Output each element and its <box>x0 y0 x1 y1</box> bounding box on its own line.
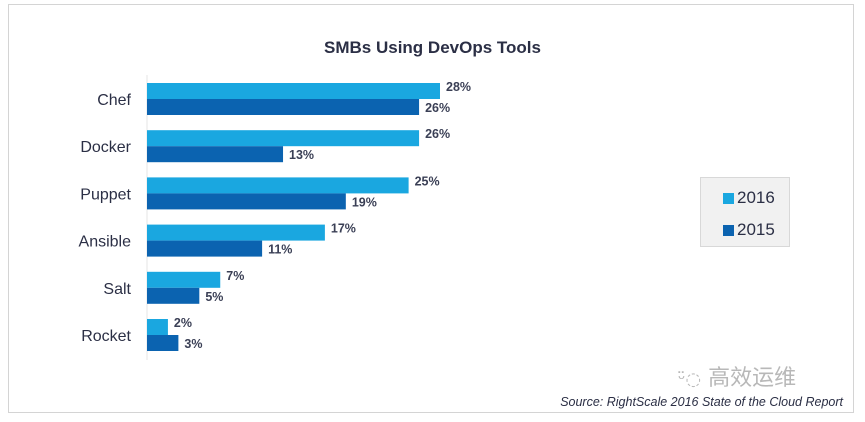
data-label: 19% <box>352 195 377 209</box>
category-label: Ansible <box>79 234 132 251</box>
bar-2015-ansible <box>147 240 263 257</box>
category-label: Rocket <box>81 328 131 345</box>
legend: 2016 2015 <box>700 177 790 247</box>
category-label: Chef <box>97 92 131 109</box>
data-label: 25% <box>415 174 440 188</box>
category-label: Salt <box>103 281 131 298</box>
legend-swatch-2015 <box>723 224 734 236</box>
bar-2015-salt <box>147 287 200 304</box>
data-label: 11% <box>268 243 292 257</box>
bar-2015-docker <box>147 146 284 163</box>
bar-2015-puppet <box>147 193 346 210</box>
bar-2016-puppet <box>147 177 409 194</box>
bar-2016-rocket <box>147 319 168 335</box>
data-label: 26% <box>425 101 450 115</box>
bar-2015-rocket <box>147 335 179 351</box>
bar-2015-chef <box>147 99 420 115</box>
legend-swatch-2016 <box>723 192 734 204</box>
bar-2016-salt <box>147 271 221 288</box>
legend-label: 2016 <box>737 188 775 207</box>
data-label: 17% <box>331 222 356 236</box>
data-label: 28% <box>446 80 471 94</box>
legend-label: 2015 <box>737 220 775 239</box>
category-label: Docker <box>80 139 131 156</box>
data-label: 7% <box>226 269 244 283</box>
data-label: 26% <box>425 127 450 141</box>
data-label: 13% <box>289 148 314 162</box>
legend-item-2015: 2015 <box>723 220 775 240</box>
data-label: 3% <box>184 337 202 351</box>
legend-item-2016: 2016 <box>723 188 775 208</box>
category-label: Puppet <box>80 186 131 203</box>
watermark-text: 高效运维 <box>708 366 797 391</box>
source-note: Source: RightScale 2016 State of the Clo… <box>560 395 843 409</box>
chart-title: SMBs Using DevOps Tools <box>324 38 541 57</box>
data-label: 5% <box>205 290 223 304</box>
bar-2016-docker <box>147 130 420 147</box>
watermark: ᵕ̈◌ 高效运维 <box>678 366 797 391</box>
data-label: 2% <box>174 316 192 330</box>
bar-2016-chef <box>147 83 440 99</box>
chart-frame <box>8 4 854 413</box>
bar-2016-ansible <box>147 224 325 241</box>
